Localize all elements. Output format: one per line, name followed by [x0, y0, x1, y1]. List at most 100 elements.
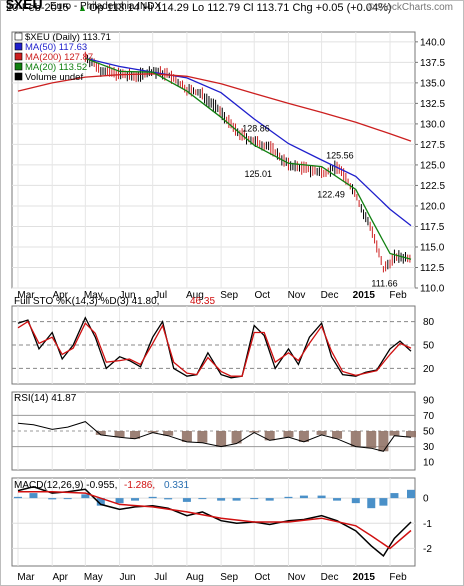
moving-average-line — [85, 57, 412, 260]
price-y-tick-label: 120.0 — [420, 201, 445, 212]
stochastic-panel: 20 50 80 Full STO %K(14,3) %D(3) 41.80, 46… — [11, 296, 435, 385]
rsi-series — [17, 421, 416, 452]
stochastic-y-tick-label: 20 — [423, 364, 435, 375]
macd-histogram-bar — [182, 498, 191, 502]
x-axis-label: 2015 — [353, 290, 376, 301]
rsi-y-tick-label: 90 — [423, 395, 435, 406]
legend-entry: $XEU (Daily) 113.71 — [25, 32, 111, 43]
x-axis-label: Mar — [17, 290, 35, 301]
macd-histogram-bar — [265, 498, 274, 501]
rsi-oversold-fill — [378, 431, 389, 452]
rsi-y-tick-label: 50 — [423, 427, 435, 438]
macd-histogram-bar — [164, 498, 173, 500]
x-axis-label: Oct — [254, 290, 270, 301]
macd-histogram-bar — [96, 498, 105, 506]
macd-histogram-bar — [367, 498, 376, 509]
price-series — [17, 51, 412, 273]
rsi-oversold-fill — [114, 431, 125, 438]
legend-entry: MA(50) 117.63 — [25, 42, 87, 53]
rsi-oversold-fill — [163, 431, 174, 436]
price-y-tick-label: 122.5 — [420, 181, 445, 192]
macd-histogram-bar — [333, 498, 342, 501]
macd-line — [17, 486, 412, 558]
moving-average-line — [85, 57, 412, 227]
x-axis-label: 2015 — [353, 572, 376, 583]
x-axis-label: Apr — [52, 572, 68, 583]
x-axis-label: Aug — [186, 572, 204, 583]
quote-date: 20-Feb-2015 — [6, 2, 69, 14]
rsi-panel: 10 30 50 70 90 RSI(14) 41.87 — [11, 391, 435, 471]
macd-histogram-bar — [250, 498, 259, 500]
x-axis-top: Mar Apr May Jun Jul Aug Sep Oct Nov Dec 2015 Feb — [17, 290, 407, 301]
rsi-oversold-fill — [406, 431, 416, 438]
x-axis-bottom: Mar Apr May Jun Jul Aug Sep Oct Nov Dec 2015 Feb — [17, 572, 407, 583]
macd-histogram-bar — [351, 498, 360, 504]
x-axis-label: Oct — [254, 572, 270, 583]
x-axis-label: Nov — [288, 572, 306, 583]
price-y-axis: 110.0 112.5 115.0 117.5 120.0 122.5 125.0 127.5… — [415, 37, 445, 295]
x-axis-label: Dec — [321, 290, 339, 301]
rsi-label: RSI(14) 41.87 — [14, 393, 77, 404]
macd-y-tick-label: -2 — [423, 544, 432, 555]
rsi-oversold-fill — [130, 431, 141, 439]
macd-histogram-bar — [284, 496, 293, 499]
price-panel-frame — [11, 31, 416, 289]
price-y-tick-label: 137.5 — [420, 58, 445, 69]
x-axis-label: Dec — [321, 572, 339, 583]
up-arrow-icon: ▲ — [78, 3, 87, 13]
macd-histogram-bar — [317, 495, 326, 499]
price-y-tick-label: 110.0 — [420, 284, 445, 295]
price-annotation: 128.86 — [242, 123, 270, 133]
stochastic-series — [17, 316, 412, 379]
rsi-oversold-fill — [95, 431, 106, 435]
price-y-tick-label: 135.0 — [420, 78, 445, 89]
macd-histogram-bar — [115, 498, 124, 504]
macd-histogram-bar — [148, 496, 157, 499]
rsi-oversold-fill — [366, 431, 377, 449]
legend-swatch — [14, 32, 23, 41]
quote-values: Op 113.14 Hi 114.29 Lo 112.79 Cl 113.71 … — [89, 2, 392, 14]
macd-histogram-bar — [131, 498, 140, 501]
macd-histogram-bar — [299, 495, 308, 499]
legend-swatch — [14, 52, 23, 61]
rsi-oversold-fill — [316, 431, 327, 435]
x-axis-label: Jul — [154, 572, 167, 583]
rsi-line — [17, 421, 412, 452]
price-y-tick-label: 140.0 — [420, 37, 445, 48]
legend-entry: Volume undef — [25, 72, 83, 83]
price-y-tick-label: 112.5 — [420, 263, 445, 274]
rsi-oversold-fill — [197, 431, 208, 443]
x-axis-label: May — [84, 290, 103, 301]
price-annotation: 125.56 — [326, 150, 354, 160]
x-axis-label: Feb — [389, 572, 407, 583]
macd-histogram-bar — [48, 498, 57, 500]
rsi-oversold-fill — [283, 431, 294, 438]
macd-histogram-bar — [198, 498, 207, 500]
rsi-oversold-fill — [264, 431, 275, 441]
price-y-tick-label: 127.5 — [420, 140, 445, 151]
legend-swatch — [14, 62, 23, 71]
rsi-y-tick-label: 30 — [423, 442, 435, 453]
rsi-oversold-fill — [298, 431, 309, 442]
macd-label: MACD(12,26,9) -0.955, — [14, 480, 117, 491]
price-annotation: 122.49 — [317, 190, 345, 200]
rsi-oversold-fill — [332, 431, 343, 439]
price-annotations: 128.86 125.56 125.01 122.49 111.66 — [242, 123, 397, 288]
price-y-tick-label: 117.5 — [420, 222, 445, 233]
watermark: © StockCharts.com — [367, 2, 453, 13]
rsi-oversold-fill — [181, 431, 192, 442]
stochastic-y-tick-label: 80 — [423, 317, 435, 328]
chart-name: Euro - Philadelphia INDX — [50, 1, 161, 12]
macd-histogram-bar — [232, 498, 241, 501]
rsi-oversold-fill — [389, 431, 400, 436]
macd-label-signal: -1.286, — [124, 480, 155, 491]
rsi-oversold-fill — [249, 431, 260, 433]
x-axis-label: May — [84, 572, 103, 583]
x-axis-label: Sep — [220, 290, 238, 301]
moving-average-line — [17, 73, 412, 142]
macd-histogram-bar — [81, 494, 90, 499]
stochastic-y-tick-label: 50 — [423, 341, 435, 352]
macd-y-tick-label: -1 — [423, 519, 432, 530]
x-axis-label: Jun — [119, 290, 135, 301]
